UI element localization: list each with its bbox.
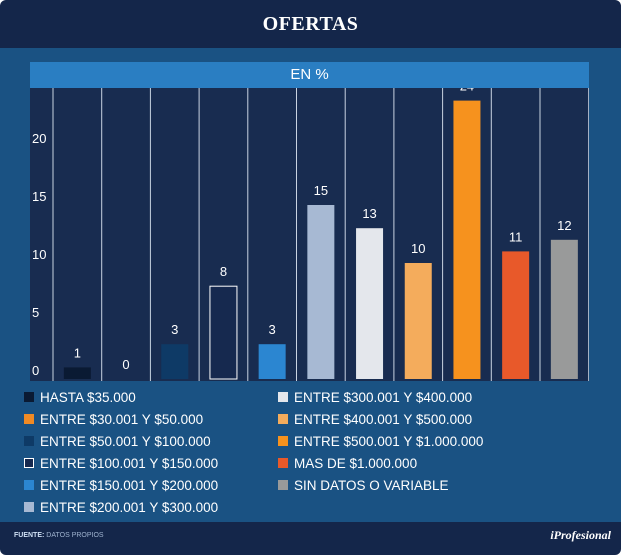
legend-item: HASTA $35.000 [24, 386, 136, 408]
legend-item: SIN DATOS O VARIABLE [278, 474, 449, 496]
legend-swatch [24, 480, 34, 490]
legend-label: ENTRE $50.001 Y $100.000 [40, 433, 211, 449]
legend-item: ENTRE $500.001 Y $1.000.000 [278, 430, 483, 452]
bar [502, 251, 530, 379]
legend-item: ENTRE $400.001 Y $500.000 [278, 408, 472, 430]
legend-swatch [278, 436, 288, 446]
legend-item: MAS DE $1.000.000 [278, 452, 417, 474]
legend-swatch [24, 392, 34, 402]
bar-value-label: 10 [411, 241, 425, 256]
bar [258, 344, 286, 379]
legend-label: ENTRE $30.001 Y $50.000 [40, 411, 204, 427]
source-note: FUENTE: DATOS PROPIOS [14, 532, 104, 539]
bar [63, 367, 91, 379]
y-tick-label: 5 [32, 305, 39, 320]
bar-value-label: 24 [460, 88, 474, 94]
legend-swatch [24, 436, 34, 446]
legend-item: ENTRE $200.001 Y $300.000 [24, 496, 218, 518]
legend-item: ENTRE $30.001 Y $50.000 [24, 408, 203, 430]
bar-value-label: 3 [171, 322, 178, 337]
legend-label: ENTRE $300.001 Y $400.000 [294, 389, 473, 405]
legend-swatch [24, 414, 34, 424]
legend-swatch [278, 458, 288, 468]
bar-value-label: 3 [269, 322, 276, 337]
y-tick-label: 10 [32, 247, 46, 262]
chart-title: OFERTAS [262, 13, 359, 35]
bar [453, 100, 481, 379]
source-text: DATOS PROPIOS [46, 532, 104, 539]
source-label: FUENTE: [14, 532, 45, 539]
bar-value-label: 12 [557, 218, 571, 233]
legend-label: SIN DATOS O VARIABLE [294, 477, 449, 493]
bar-value-label: 1 [74, 345, 81, 360]
legend-item: ENTRE $100.001 Y $150.000 [24, 452, 218, 474]
bar-value-label: 8 [220, 264, 227, 279]
legend-swatch [24, 502, 34, 512]
legend-item: ENTRE $300.001 Y $400.000 [278, 386, 472, 408]
legend-label: ENTRE $400.001 Y $500.000 [294, 411, 473, 427]
legend-label: ENTRE $150.001 Y $200.000 [40, 477, 219, 493]
legend-label: HASTA $35.000 [40, 389, 136, 405]
bar [404, 263, 432, 379]
legend-label: ENTRE $500.001 Y $1.000.000 [294, 433, 484, 449]
bar-value-label: 15 [314, 183, 328, 198]
y-tick-label: 20 [32, 131, 46, 146]
brand-logo: iProfesional [550, 528, 611, 542]
legend-label: ENTRE $100.001 Y $150.000 [40, 455, 219, 471]
footer: FUENTE: DATOS PROPIOS iProfesional [0, 522, 621, 555]
legend-item: ENTRE $50.001 Y $100.000 [24, 430, 211, 452]
bar [356, 228, 384, 379]
bar [161, 344, 189, 379]
bar [209, 285, 238, 380]
y-tick-label: 15 [32, 189, 46, 204]
legend-swatch [278, 392, 288, 402]
legend-item: ENTRE $150.001 Y $200.000 [24, 474, 218, 496]
y-tick-label: 0 [32, 363, 39, 378]
legend-swatch [278, 480, 288, 490]
bar-value-label: 11 [509, 229, 523, 244]
legend-label: MAS DE $1.000.000 [294, 455, 418, 471]
legend: HASTA $35.000 ENTRE $300.001 Y $400.000 EN… [24, 386, 604, 518]
bar-value-label: 13 [362, 206, 376, 221]
bar-value-label: 0 [122, 357, 129, 372]
legend-swatch [24, 458, 34, 468]
chart-subtitle: EN % [30, 62, 589, 88]
legend-label: ENTRE $200.001 Y $300.000 [40, 499, 219, 515]
bar [307, 205, 335, 379]
legend-swatch [278, 414, 288, 424]
bar [550, 239, 578, 379]
